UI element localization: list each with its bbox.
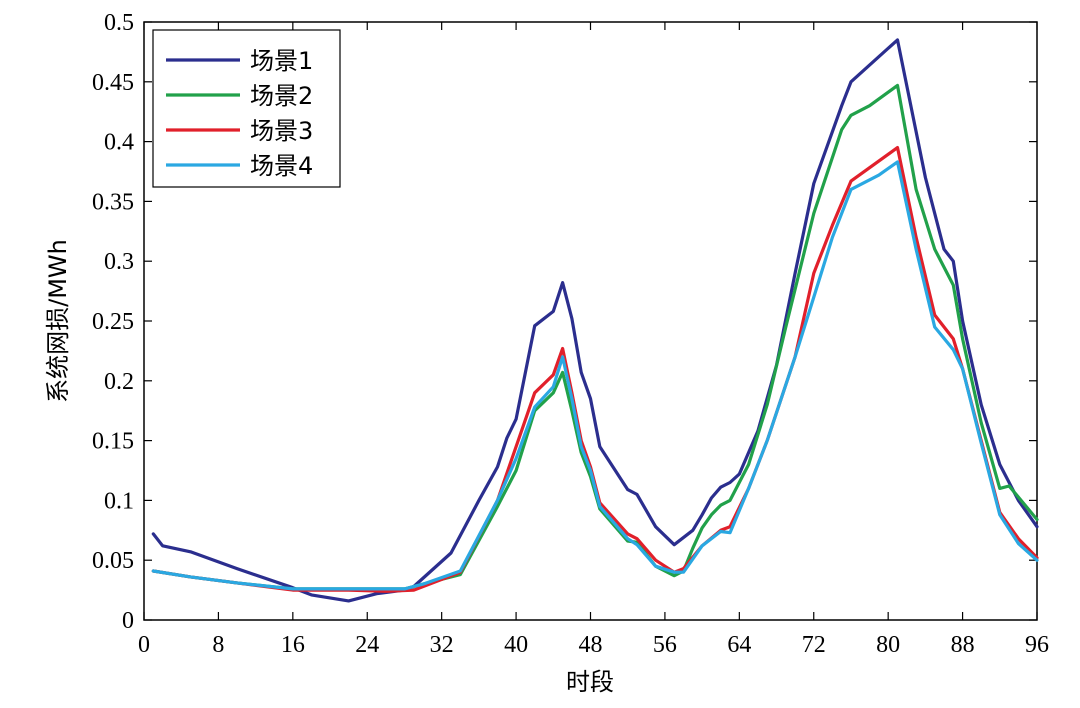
y-axis-title: 系统网损/MWh bbox=[44, 239, 72, 403]
y-tick-label: 0.25 bbox=[92, 309, 134, 335]
y-tick-label: 0.5 bbox=[104, 10, 134, 36]
x-tick-label: 16 bbox=[281, 632, 305, 658]
y-tick-label: 0.3 bbox=[104, 249, 134, 275]
x-tick-label: 56 bbox=[653, 632, 677, 658]
x-tick-label: 32 bbox=[430, 632, 454, 658]
y-tick-label: 0.4 bbox=[104, 130, 134, 156]
series-layer bbox=[151, 38, 1039, 603]
x-tick-label: 96 bbox=[1025, 632, 1049, 658]
x-tick-label: 24 bbox=[355, 632, 379, 658]
legend-box bbox=[152, 29, 341, 188]
x-tick-label: 72 bbox=[802, 632, 826, 658]
y-tick-label: 0.2 bbox=[104, 369, 134, 395]
y-tick-label: 0.15 bbox=[92, 429, 134, 455]
legend-label-3: 场景3 bbox=[250, 117, 313, 145]
y-tick-label: 0 bbox=[122, 608, 134, 634]
y-tick-label: 0.35 bbox=[92, 189, 134, 215]
y-axis: 0 0.05 0.1 0.15 0.2 0.25 0.3 0.35 0.4 0.45 0.5 bbox=[92, 10, 1037, 634]
series-line-4 bbox=[151, 160, 1039, 591]
x-tick-label: 8 bbox=[212, 632, 224, 658]
y-tick-label: 0.05 bbox=[92, 548, 134, 574]
y-tick-label: 0.45 bbox=[92, 70, 134, 96]
x-axis-title: 时段 bbox=[566, 668, 614, 696]
legend-label-1: 场景1 bbox=[250, 47, 313, 75]
legend-label-2: 场景2 bbox=[250, 82, 313, 110]
x-tick-label: 64 bbox=[727, 632, 751, 658]
x-tick-label: 0 bbox=[138, 632, 150, 658]
series-line-3 bbox=[151, 146, 1039, 593]
x-axis: 0 8 16 24 32 40 48 56 64 72 80 88 96 bbox=[138, 22, 1049, 658]
x-tick-label: 80 bbox=[876, 632, 900, 658]
legend: 场景1 场景2 场景3 场景4 bbox=[152, 29, 341, 188]
x-tick-label: 88 bbox=[951, 632, 975, 658]
y-tick-label: 0.1 bbox=[104, 488, 134, 514]
x-tick-label: 48 bbox=[579, 632, 603, 658]
legend-label-4: 场景4 bbox=[250, 152, 313, 180]
x-tick-label: 40 bbox=[504, 632, 528, 658]
